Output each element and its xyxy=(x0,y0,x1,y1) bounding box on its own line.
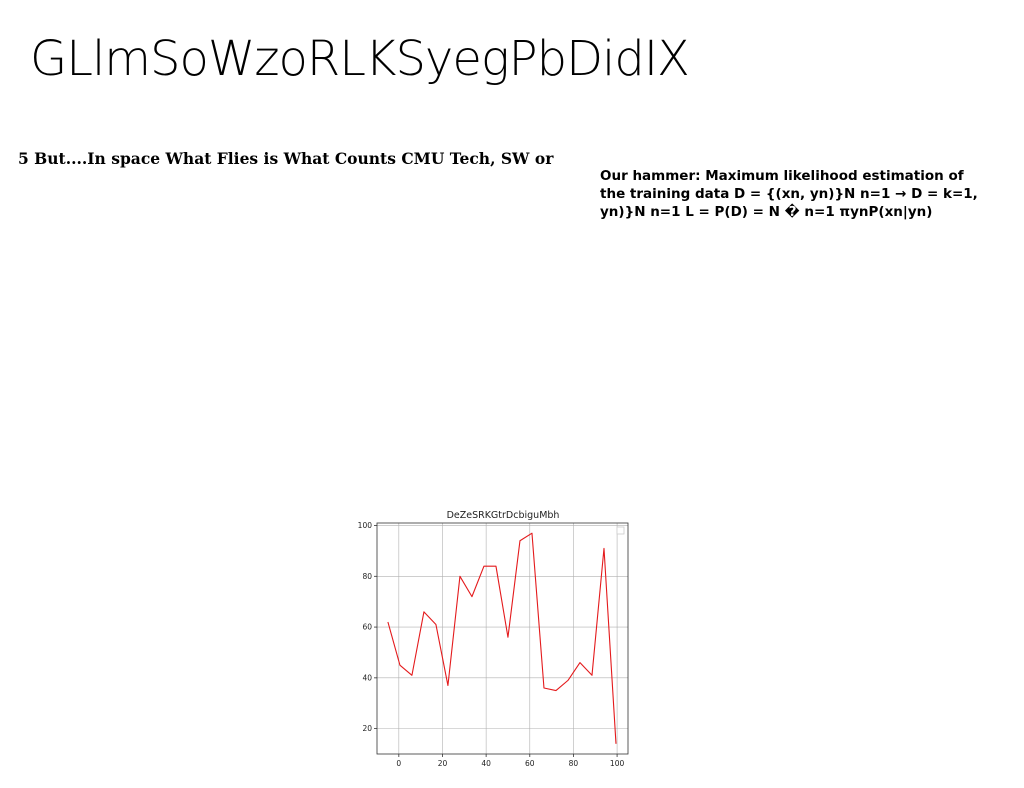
line-chart: DeZeSRKGtrDcbiguMbh 0 20 40 60 80 100 20 40 60 80… xyxy=(348,506,634,774)
plot-frame xyxy=(376,522,629,755)
x-tick-label: 20 xyxy=(438,759,448,768)
x-tick-label: 40 xyxy=(481,759,491,768)
x-tick-label: 60 xyxy=(525,759,535,768)
grid-lines xyxy=(377,523,628,754)
left-text-block: 5 But....In space What Flies is What Cou… xyxy=(18,149,554,168)
series-line xyxy=(387,532,617,744)
axis-ticks: 0 20 40 60 80 100 20 40 60 80 100 xyxy=(358,521,625,768)
series-layer xyxy=(387,532,617,744)
y-tick-label: 80 xyxy=(362,572,372,581)
y-tick-label: 100 xyxy=(358,521,373,530)
x-tick-label: 0 xyxy=(396,759,401,768)
chart-title: DeZeSRKGtrDcbiguMbh xyxy=(447,510,560,521)
chart-svg: DeZeSRKGtrDcbiguMbh 0 20 40 60 80 100 20 40 60 80… xyxy=(358,510,629,768)
x-tick-label: 100 xyxy=(610,759,625,768)
slide-title: GLlmSoWzoRLKSyegPbDidIX xyxy=(30,31,690,87)
x-tick-label: 80 xyxy=(569,759,579,768)
y-tick-label: 60 xyxy=(362,623,372,632)
legend-box xyxy=(616,526,625,535)
y-tick-label: 20 xyxy=(362,724,372,733)
right-text-block: Our hammer: Maximum likelihood estimatio… xyxy=(600,168,978,220)
y-tick-label: 40 xyxy=(362,673,372,682)
